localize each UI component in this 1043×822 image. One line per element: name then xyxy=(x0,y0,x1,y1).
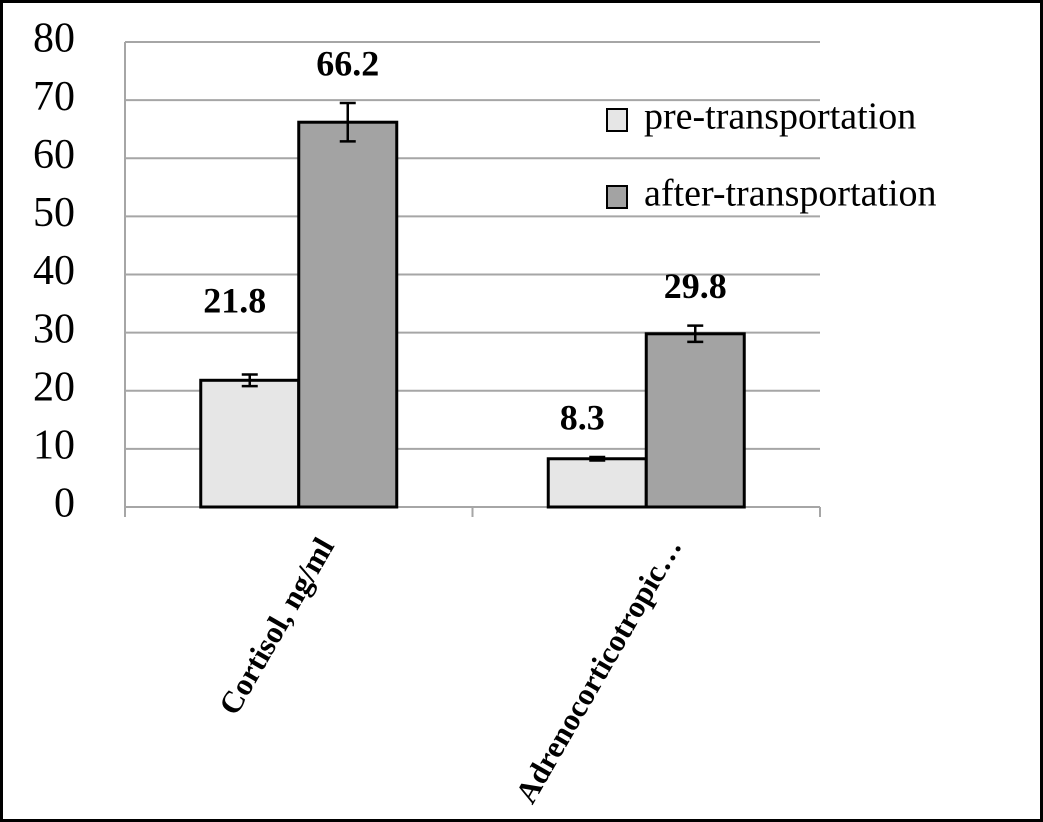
data-label: 8.3 xyxy=(560,397,605,437)
error-bar xyxy=(687,324,704,344)
y-tick-label: 20 xyxy=(33,364,75,410)
y-tick-label: 70 xyxy=(33,74,75,120)
y-tick-label: 30 xyxy=(33,306,75,352)
legend-label: pre-transportation xyxy=(644,96,916,138)
error-bar xyxy=(241,373,258,388)
data-label: 29.8 xyxy=(664,266,727,306)
y-tick-label: 80 xyxy=(33,16,75,62)
bar xyxy=(644,332,746,509)
error-bar xyxy=(339,101,356,143)
data-label: 66.2 xyxy=(316,43,379,83)
legend-label: after-transportation xyxy=(644,173,937,215)
y-tick-label: 50 xyxy=(33,190,75,236)
legend-swatch xyxy=(606,108,628,132)
y-tick-label: 40 xyxy=(33,248,75,294)
y-tick-label: 10 xyxy=(33,423,75,469)
error-bar xyxy=(589,455,606,462)
bar xyxy=(546,457,648,509)
legend-swatch xyxy=(606,185,628,209)
bar xyxy=(297,120,399,509)
bar xyxy=(199,378,301,509)
y-tick-label: 0 xyxy=(54,481,75,527)
y-tick-label: 60 xyxy=(33,132,75,178)
data-label: 21.8 xyxy=(203,281,266,321)
